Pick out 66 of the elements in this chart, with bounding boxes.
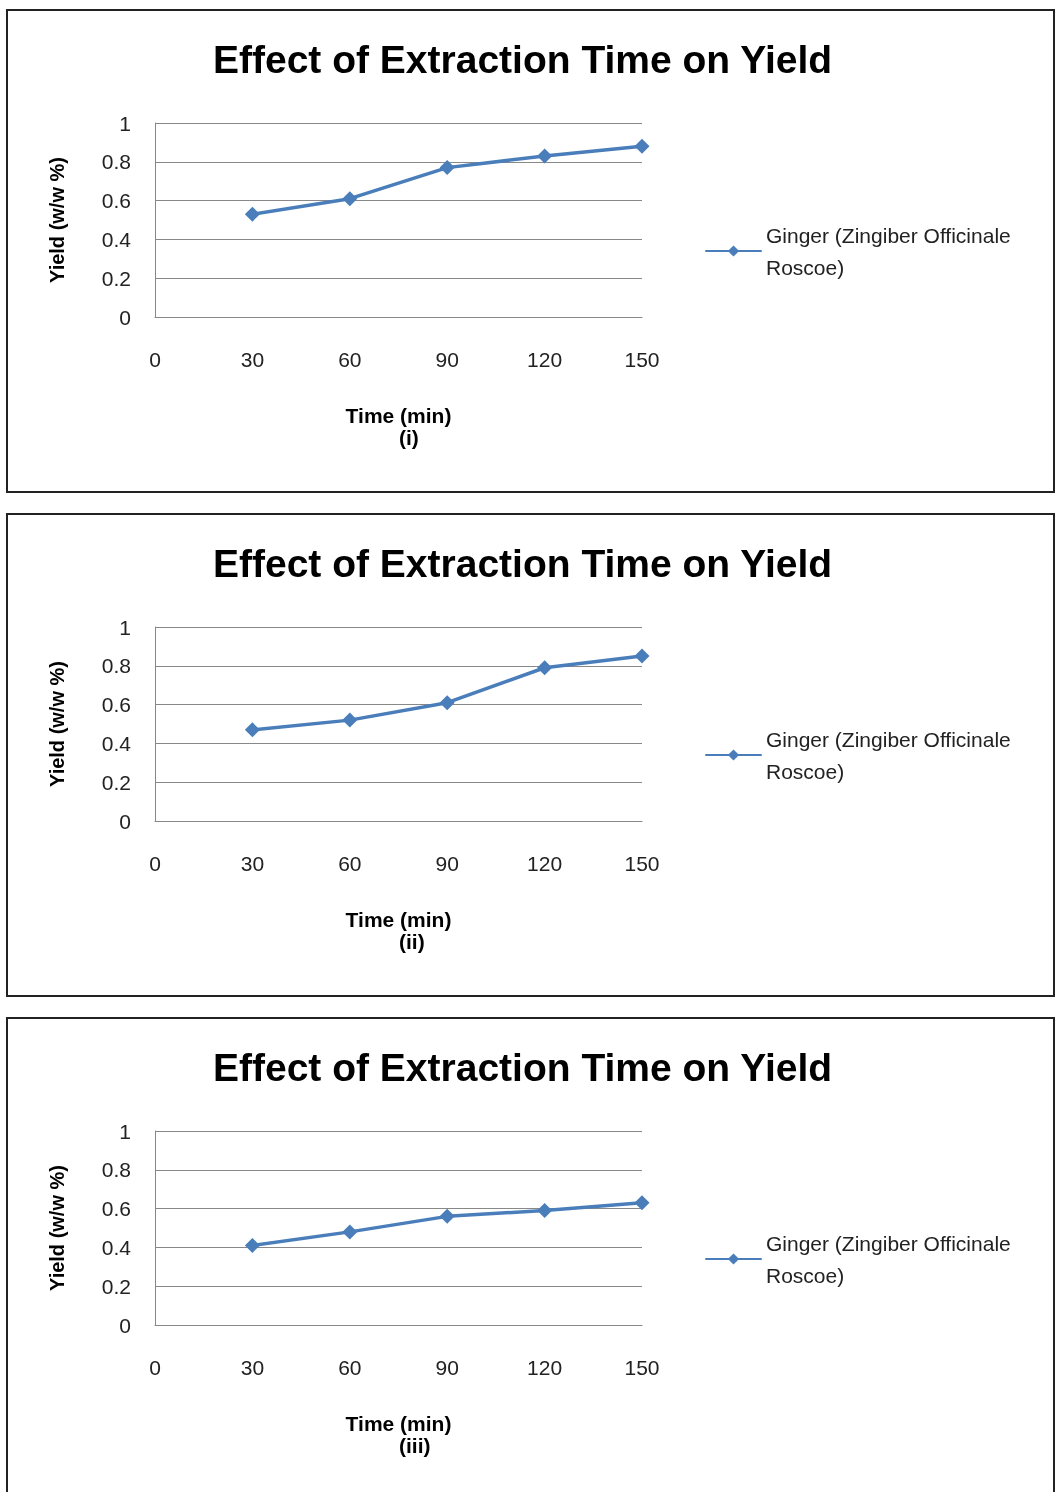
chart-title: Effect of Extraction Time on Yield xyxy=(213,38,833,81)
point xyxy=(439,160,455,176)
y-tick-label: 1 xyxy=(119,1119,131,1143)
y-tick-label: 0.2 xyxy=(101,266,131,290)
x-tick-label: 150 xyxy=(624,1356,660,1379)
legend-label: Ginger (Zingiber Officinale Roscoe) xyxy=(766,223,1017,279)
legend-label: Ginger (Zingiber Officinale Roscoe) xyxy=(766,727,1017,783)
text: (i) xyxy=(399,426,419,449)
x-tick-label: 120 xyxy=(527,1356,563,1379)
x-tick-label: 60 xyxy=(338,348,362,371)
x-axis-title: Time (min) xyxy=(345,1412,452,1435)
point xyxy=(634,138,650,154)
x-tick-label: 30 xyxy=(240,348,265,371)
x-tick-label: 120 xyxy=(527,852,563,875)
point xyxy=(244,1237,260,1253)
y-tick-label: 1 xyxy=(119,615,131,639)
y-tick-label: 0.2 xyxy=(101,1274,131,1298)
x-tick-label: 0 xyxy=(149,1356,161,1379)
x-tick-label: 30 xyxy=(240,1356,265,1379)
y-tick-label: 0.6 xyxy=(101,189,131,213)
x-tick-label: 30 xyxy=(240,852,265,875)
point xyxy=(634,1195,650,1211)
x-axis-title: Time (min) xyxy=(345,908,452,931)
point xyxy=(537,660,553,676)
y-tick-label: 0.4 xyxy=(101,227,132,251)
y-tick-label: 0.8 xyxy=(101,654,131,678)
x-tick-label: 90 xyxy=(435,1356,459,1379)
x-tick-label: 150 xyxy=(624,348,660,371)
x-tick-label: 60 xyxy=(338,852,362,875)
y-axis-title: Yield (w/w %) xyxy=(46,661,68,787)
chart-title: Effect of Extraction Time on Yield xyxy=(213,1046,833,1089)
x-tick-label: 120 xyxy=(527,348,563,371)
x-tick-label: 150 xyxy=(624,852,660,875)
point xyxy=(244,722,260,738)
x-axis-title: Time (min) xyxy=(345,404,452,427)
y-tick-label: 0.6 xyxy=(101,693,131,717)
y-axis-title: Yield (w/w %) xyxy=(46,157,68,283)
legend-label: Ginger (Zingiber Officinale Roscoe) xyxy=(766,1231,1017,1287)
x-tick-label: 60 xyxy=(338,1356,362,1379)
y-tick-label: 1 xyxy=(119,111,131,135)
y-tick-label: 0.8 xyxy=(101,150,131,174)
text: (ii) xyxy=(399,930,425,953)
point xyxy=(244,206,260,222)
point xyxy=(537,1203,553,1219)
y-tick-label: 0 xyxy=(119,809,131,833)
y-tick-label: 0.4 xyxy=(101,731,132,755)
point xyxy=(439,695,455,711)
point xyxy=(439,1208,455,1224)
y-tick-label: 0.4 xyxy=(101,1235,132,1259)
y-tick-label: 0.2 xyxy=(101,770,131,794)
x-tick-label: 0 xyxy=(149,348,161,371)
point xyxy=(342,712,358,728)
x-tick-label: 90 xyxy=(435,852,459,875)
text: (iii) xyxy=(398,1434,431,1457)
y-tick-label: 0.8 xyxy=(101,1158,131,1182)
point xyxy=(634,648,650,664)
x-tick-label: 90 xyxy=(435,348,459,371)
y-tick-label: 0 xyxy=(119,305,131,329)
y-tick-label: 0 xyxy=(119,1313,131,1337)
x-tick-label: 0 xyxy=(149,852,161,875)
point xyxy=(342,191,358,207)
point xyxy=(537,148,553,164)
y-tick-label: 0.6 xyxy=(101,1197,131,1221)
point xyxy=(342,1224,358,1240)
chart-title: Effect of Extraction Time on Yield xyxy=(213,542,833,585)
y-axis-title: Yield (w/w %) xyxy=(46,1165,68,1291)
